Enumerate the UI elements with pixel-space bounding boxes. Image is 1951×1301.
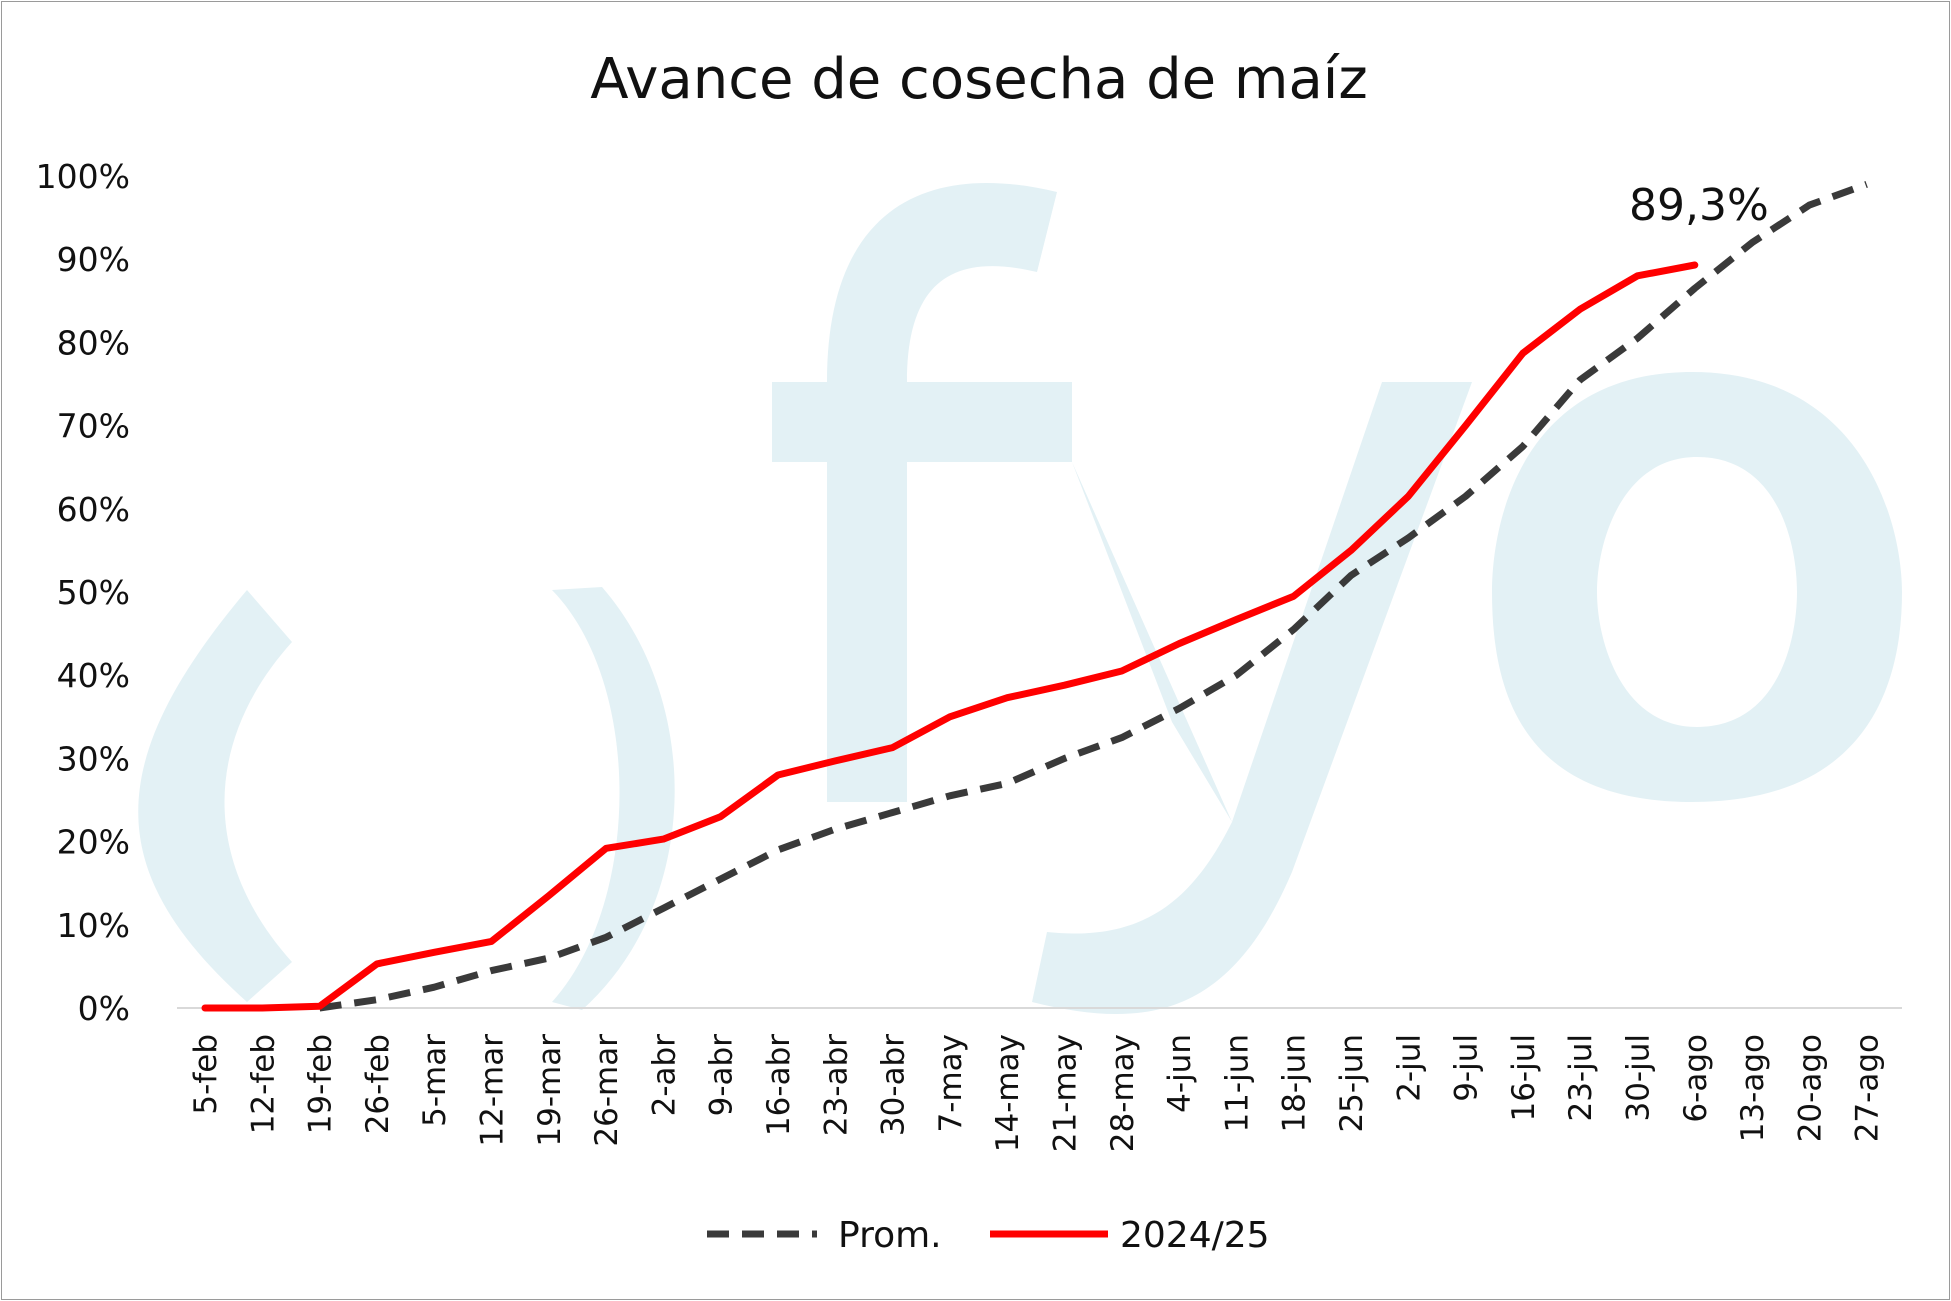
x-tick-label: 9-jul <box>1449 1034 1485 1102</box>
x-tick-label: 30-abr <box>876 1034 912 1136</box>
x-tick-label: 5-mar <box>417 1034 453 1127</box>
x-tick-label: 12-mar <box>475 1034 511 1147</box>
watermark-logo <box>138 182 1902 1015</box>
x-tick-label: 28-may <box>1105 1034 1141 1152</box>
x-tick-label: 5-feb <box>188 1034 224 1115</box>
x-tick-label: 2-jul <box>1391 1034 1427 1102</box>
y-tick-label: 70% <box>57 407 130 446</box>
x-tick-label: 2-abr <box>646 1034 682 1117</box>
series-line-2024-25 <box>201 261 1699 1012</box>
x-tick-label: 30-jul <box>1621 1034 1657 1122</box>
y-tick-label: 10% <box>57 906 130 945</box>
x-tick-label: 26-feb <box>360 1034 396 1134</box>
x-tick-label: 14-may <box>990 1034 1026 1152</box>
x-tick-label: 6-ago <box>1678 1034 1714 1123</box>
y-tick-label: 50% <box>57 573 130 612</box>
legend-label-prom: Prom. <box>838 1215 942 1256</box>
x-tick-label: 16-jul <box>1506 1034 1542 1122</box>
y-tick-label: 20% <box>57 823 130 862</box>
y-axis-ticks: 0% 10% 20% 30% 40% 50% 60% 70% 80% 90% 100% <box>36 157 130 1028</box>
y-tick-label: 60% <box>57 490 130 529</box>
x-tick-label: 11-jun <box>1219 1034 1255 1133</box>
y-tick-label: 80% <box>57 323 130 362</box>
series-layer <box>201 181 1868 1012</box>
y-tick-label: 100% <box>36 157 130 196</box>
x-tick-label: 4-jun <box>1162 1034 1198 1113</box>
x-tick-label: 9-abr <box>704 1034 740 1117</box>
x-axis-ticks: 5-feb 12-feb 19-feb 26-feb 5-mar 12-mar 19-mar… <box>188 1034 1886 1152</box>
x-tick-label: 7-may <box>933 1034 969 1132</box>
y-tick-label: 40% <box>57 656 130 695</box>
x-tick-label: 23-abr <box>818 1034 854 1136</box>
x-tick-label: 16-abr <box>761 1034 797 1136</box>
legend: Prom. 2024/25 <box>707 1215 1270 1256</box>
x-tick-label: 19-feb <box>303 1034 339 1134</box>
y-tick-label: 30% <box>57 739 130 778</box>
x-tick-label: 13-ago <box>1735 1034 1771 1142</box>
x-tick-label: 25-jun <box>1334 1034 1370 1133</box>
annotation-label: 89,3% <box>1629 180 1769 231</box>
x-tick-label: 18-jun <box>1277 1034 1313 1133</box>
y-tick-label: 90% <box>57 240 130 279</box>
y-tick-label: 0% <box>78 989 130 1028</box>
x-tick-label: 21-may <box>1048 1034 1084 1152</box>
x-tick-label: 26-mar <box>589 1034 625 1147</box>
x-tick-label: 19-mar <box>532 1034 568 1147</box>
x-tick-label: 20-ago <box>1792 1034 1828 1142</box>
x-tick-label: 27-ago <box>1850 1034 1886 1142</box>
x-tick-label: 12-feb <box>245 1034 281 1134</box>
series-line-prom <box>319 181 1868 1012</box>
x-tick-label: 23-jul <box>1563 1034 1599 1122</box>
chart-title: Avance de cosecha de maíz <box>590 47 1368 112</box>
legend-label-2024-25: 2024/25 <box>1120 1215 1270 1256</box>
